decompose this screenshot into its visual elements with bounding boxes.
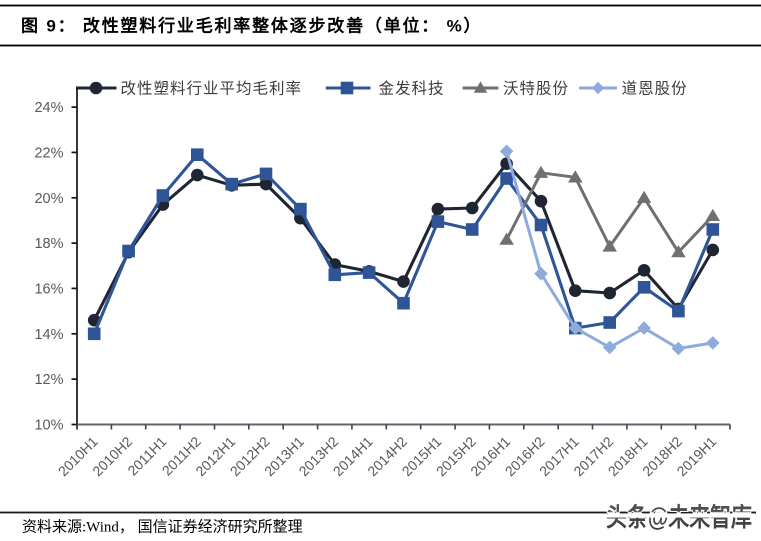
svg-text:20%: 20% [34,191,63,207]
svg-text:金发科技: 金发科技 [379,80,445,98]
svg-text:改性塑料行业平均毛利率: 改性塑料行业平均毛利率 [121,80,303,98]
svg-text:24%: 24% [34,100,63,116]
svg-text:头条@未来智库: 头条@未来智库 [606,503,752,532]
svg-text:道恩股份: 道恩股份 [622,80,688,98]
svg-text:18%: 18% [34,236,63,252]
svg-text:资料来源:Wind， 国信证券经济研究所整理: 资料来源:Wind， 国信证券经济研究所整理 [22,519,303,536]
svg-text:10%: 10% [34,418,63,434]
svg-text:图 9： 改性塑料行业毛利率整体逐步改善（单位： %）: 图 9： 改性塑料行业毛利率整体逐步改善（单位： %） [21,16,482,36]
svg-text:22%: 22% [34,145,63,161]
svg-text:沃特股份: 沃特股份 [503,80,569,98]
svg-text:14%: 14% [34,327,63,343]
svg-text:12%: 12% [34,372,63,388]
svg-text:16%: 16% [34,281,63,297]
